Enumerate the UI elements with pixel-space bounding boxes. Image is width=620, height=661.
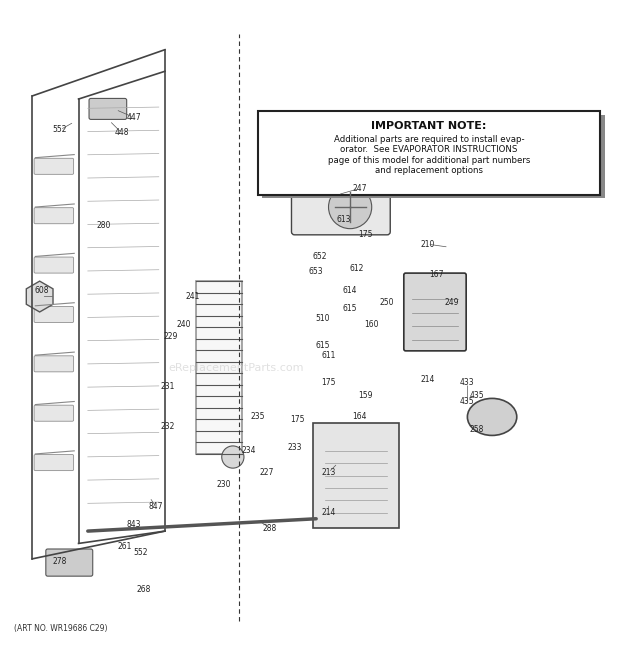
Text: 229: 229 bbox=[164, 332, 179, 341]
Text: (ART NO. WR19686 C29): (ART NO. WR19686 C29) bbox=[14, 624, 107, 633]
Text: 175: 175 bbox=[358, 230, 373, 239]
Text: 164: 164 bbox=[352, 412, 366, 422]
Text: 231: 231 bbox=[161, 381, 175, 391]
Text: 435: 435 bbox=[469, 391, 484, 400]
FancyBboxPatch shape bbox=[46, 549, 93, 576]
Text: 160: 160 bbox=[365, 320, 379, 329]
Text: 232: 232 bbox=[161, 422, 175, 431]
Text: 280: 280 bbox=[96, 221, 110, 230]
Text: 552: 552 bbox=[53, 126, 68, 134]
Text: 552: 552 bbox=[133, 548, 148, 557]
FancyBboxPatch shape bbox=[34, 208, 74, 223]
FancyBboxPatch shape bbox=[89, 98, 126, 120]
Text: 175: 175 bbox=[321, 379, 336, 387]
Text: 847: 847 bbox=[148, 502, 163, 511]
Text: 235: 235 bbox=[250, 412, 265, 422]
Text: 175: 175 bbox=[290, 416, 305, 424]
FancyBboxPatch shape bbox=[34, 405, 74, 421]
FancyBboxPatch shape bbox=[34, 307, 74, 323]
Text: 233: 233 bbox=[287, 444, 302, 452]
Text: 288: 288 bbox=[263, 524, 277, 533]
Text: 447: 447 bbox=[126, 113, 141, 122]
Text: 652: 652 bbox=[312, 252, 327, 261]
FancyBboxPatch shape bbox=[34, 356, 74, 372]
Text: 240: 240 bbox=[176, 320, 191, 329]
Circle shape bbox=[222, 446, 244, 468]
FancyBboxPatch shape bbox=[257, 112, 600, 195]
Text: 258: 258 bbox=[469, 425, 484, 434]
Text: 433: 433 bbox=[460, 379, 475, 387]
Text: 843: 843 bbox=[127, 520, 141, 529]
FancyBboxPatch shape bbox=[34, 257, 74, 273]
Text: 448: 448 bbox=[115, 128, 129, 137]
Text: Additional parts are required to install evap-
orator.  See EVAPORATOR INSTRUCTI: Additional parts are required to install… bbox=[327, 135, 530, 175]
FancyBboxPatch shape bbox=[34, 158, 74, 175]
Bar bbox=[313, 423, 399, 528]
Text: 241: 241 bbox=[185, 292, 200, 301]
FancyBboxPatch shape bbox=[404, 273, 466, 351]
Text: 261: 261 bbox=[118, 542, 132, 551]
Text: 214: 214 bbox=[420, 375, 435, 385]
Text: 210: 210 bbox=[420, 239, 435, 249]
Text: 268: 268 bbox=[136, 585, 151, 594]
Text: 614: 614 bbox=[343, 286, 357, 295]
Text: 435: 435 bbox=[460, 397, 475, 406]
Text: 249: 249 bbox=[445, 298, 459, 307]
Ellipse shape bbox=[467, 399, 516, 436]
Polygon shape bbox=[26, 281, 53, 312]
Text: 510: 510 bbox=[315, 314, 330, 323]
Text: 278: 278 bbox=[53, 557, 67, 566]
Text: 615: 615 bbox=[315, 342, 330, 350]
Text: 227: 227 bbox=[260, 468, 274, 477]
Text: 612: 612 bbox=[349, 264, 363, 273]
FancyBboxPatch shape bbox=[291, 173, 390, 235]
Text: 611: 611 bbox=[321, 351, 335, 360]
Text: 167: 167 bbox=[429, 270, 444, 280]
Text: 230: 230 bbox=[216, 481, 231, 489]
Text: 214: 214 bbox=[321, 508, 335, 517]
Text: 213: 213 bbox=[321, 468, 335, 477]
Text: IMPORTANT NOTE:: IMPORTANT NOTE: bbox=[371, 121, 487, 131]
Text: 613: 613 bbox=[337, 215, 351, 224]
Text: 615: 615 bbox=[343, 305, 357, 313]
Text: eReplacementParts.com: eReplacementParts.com bbox=[168, 362, 304, 373]
Text: 250: 250 bbox=[380, 298, 394, 307]
Circle shape bbox=[329, 186, 372, 229]
Bar bbox=[196, 281, 242, 454]
Text: 653: 653 bbox=[309, 267, 324, 276]
FancyBboxPatch shape bbox=[34, 455, 74, 471]
FancyBboxPatch shape bbox=[262, 115, 605, 198]
Text: 247: 247 bbox=[352, 184, 366, 193]
Text: 159: 159 bbox=[358, 391, 373, 400]
Text: 608: 608 bbox=[34, 286, 49, 295]
Text: 234: 234 bbox=[241, 446, 255, 455]
